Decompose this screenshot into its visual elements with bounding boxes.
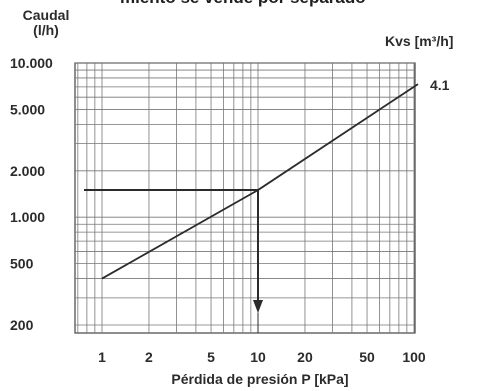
y-axis-label: Caudal (l/h): [6, 7, 86, 39]
x-tick-label: 5: [207, 349, 215, 365]
x-tick-label: 100: [402, 349, 426, 365]
reading-example: [84, 189, 263, 333]
series-label: 4.1: [430, 77, 450, 93]
series-line: [101, 83, 419, 280]
y-tick-label: 5.000: [10, 101, 45, 117]
series-header: Kvs [m³/h]: [385, 33, 454, 49]
x-tick-label: 50: [359, 349, 375, 365]
cut-off-heading: miento se vende por separado: [120, 0, 366, 8]
x-tick-label: 20: [297, 349, 313, 365]
tick-labels: 10.000 5.000 2.000 1.000 500 200 1 2 5 10 20 50 100: [10, 55, 426, 365]
x-tick-label: 10: [250, 349, 266, 365]
arrow-down-icon: [253, 300, 263, 313]
x-axis-label: Pérdida de presión P [kPa]: [171, 371, 349, 387]
y-axis-label-line1: Caudal: [22, 7, 70, 23]
y-tick-label: 1.000: [10, 209, 45, 225]
x-tick-label: 2: [145, 349, 153, 365]
y-tick-label: 200: [10, 317, 34, 333]
x-tick-label: 1: [98, 349, 106, 365]
series-layer: 4.1: [101, 77, 450, 280]
y-tick-label: 2.000: [10, 163, 45, 179]
y-axis-label-line2: (l/h): [33, 22, 59, 39]
y-tick-label: 500: [10, 256, 34, 272]
y-tick-label: 10.000: [10, 55, 53, 71]
